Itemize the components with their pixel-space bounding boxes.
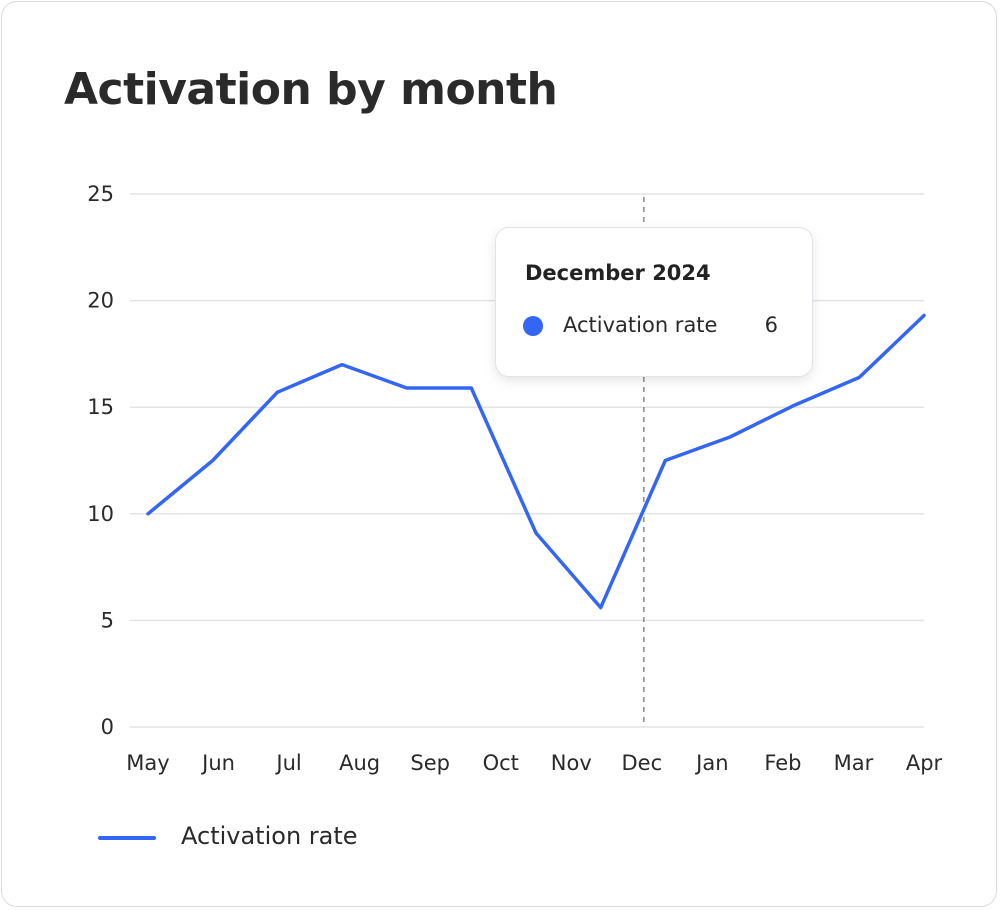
chart-tooltip: December 2024 Activation rate 6 (495, 227, 813, 377)
x-tick-label: Sep (410, 751, 450, 775)
y-tick-label: 25 (87, 182, 114, 206)
legend-label: Activation rate (181, 822, 358, 850)
legend-swatch (98, 836, 156, 840)
x-tick-label: Jan (694, 751, 728, 775)
series-line-activation-rate (146, 313, 926, 610)
chart-title: Activation by month (64, 64, 558, 115)
x-tick-label: May (126, 751, 169, 775)
y-tick-label: 5 (101, 608, 114, 632)
x-tick-label: Apr (906, 751, 943, 775)
y-tick-label: 20 (87, 289, 114, 313)
x-tick-label: Jul (274, 751, 301, 775)
x-tick-label: Mar (834, 751, 874, 775)
tooltip-value: 6 (764, 313, 778, 337)
tooltip-series-dot (523, 316, 543, 336)
x-tick-label: Dec (621, 751, 662, 775)
y-tick-label: 10 (87, 502, 114, 526)
y-tick-label: 0 (101, 715, 114, 739)
x-tick-label: Nov (551, 751, 592, 775)
y-tick-label: 15 (87, 395, 114, 419)
x-tick-label: Oct (483, 751, 519, 775)
x-tick-label: Jun (200, 751, 235, 775)
tooltip-series-label: Activation rate (563, 313, 718, 337)
x-tick-label: Feb (764, 751, 801, 775)
tooltip-title: December 2024 (525, 261, 711, 285)
x-tick-label: Aug (339, 751, 380, 775)
